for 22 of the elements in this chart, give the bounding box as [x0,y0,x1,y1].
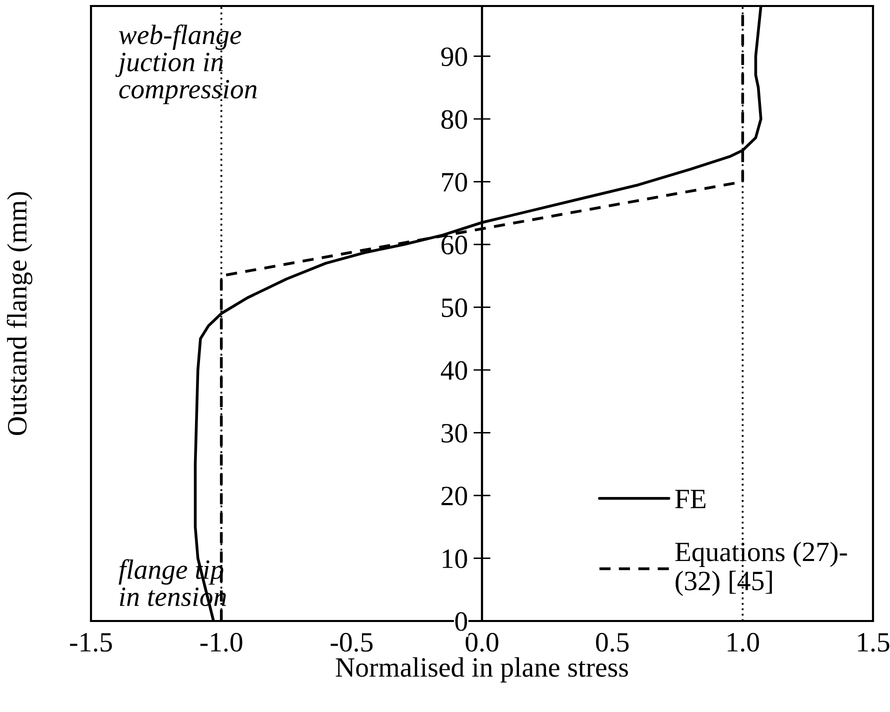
y-tick-label: 0 [455,612,468,631]
y-tick-label: 20 [442,486,468,506]
legend-label: FE [675,490,706,508]
x-tick-label: 1.0 [728,632,759,652]
x-tick-label: -1.0 [200,632,242,652]
y-tick-label: 40 [440,361,468,380]
annotation: web-flange juction in compression [115,24,257,104]
x-tick-label: -1.5 [70,633,112,652]
x-tick-label: 1.5 [858,633,890,652]
x-tick-label: 0.5 [596,632,629,652]
y-tick-label: 80 [441,110,468,129]
y-tick-label: 90 [441,47,468,66]
y-tick-label: 60 [442,236,468,254]
x-tick-label: 0.0 [466,632,498,652]
x-axis-title: Normalised in plane stress [336,657,628,682]
y-tick-label: 10 [442,549,468,568]
y-axis-title: Outstand flange (mm) [6,192,32,436]
y-tick-label: 70 [442,172,468,192]
x-tick-label: -0.5 [330,632,373,652]
legend-label: Equations (27)- (32) [45] [675,542,847,596]
y-tick-label: 30 [442,424,468,443]
y-tick-label: 50 [442,298,468,318]
